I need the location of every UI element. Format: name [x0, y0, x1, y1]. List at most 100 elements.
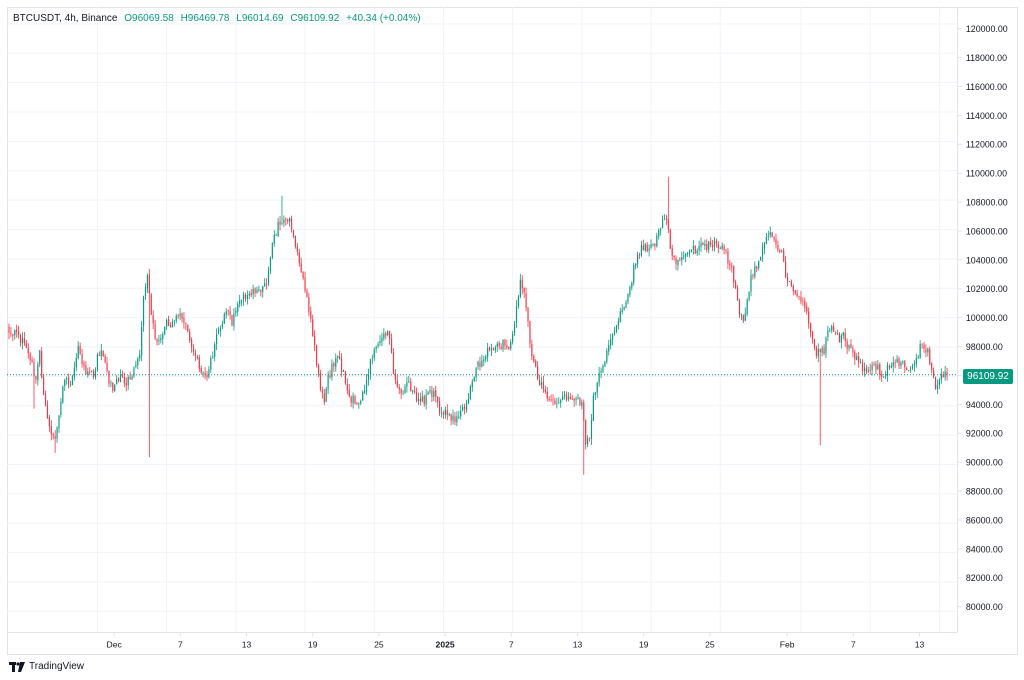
- candle-body: [285, 219, 287, 221]
- candle-body: [306, 290, 308, 297]
- candle-body: [583, 402, 585, 421]
- candle-body: [98, 355, 100, 356]
- candle-body: [798, 296, 800, 298]
- candle-body: [660, 228, 662, 231]
- candle-body: [713, 240, 716, 247]
- candle-body: [921, 343, 923, 345]
- candle-body: [800, 296, 802, 302]
- candle-body: [834, 331, 837, 333]
- candle-body: [600, 370, 602, 373]
- candle-body: [867, 370, 869, 372]
- candle-body: [836, 333, 839, 334]
- candle-body: [848, 344, 850, 349]
- candle-body: [681, 257, 683, 261]
- candle-body: [133, 367, 135, 376]
- candle-body: [54, 435, 56, 439]
- candle-body: [41, 351, 43, 378]
- candle-body: [765, 236, 767, 244]
- candle-body: [490, 348, 493, 351]
- candle-body: [448, 414, 450, 415]
- candle-body: [829, 330, 831, 332]
- candle-body: [833, 326, 835, 332]
- candle-body: [785, 261, 787, 277]
- candle-body: [381, 337, 383, 342]
- tradingview-logo[interactable]: TradingView: [9, 661, 84, 672]
- candle-body: [108, 371, 110, 384]
- horizontal-gridlines: [7, 23, 957, 612]
- candle-body: [944, 371, 946, 378]
- candle-body: [352, 395, 354, 404]
- candle-body: [392, 352, 395, 374]
- candle-body: [817, 348, 819, 357]
- candle-body: [29, 353, 31, 361]
- candle-body: [704, 243, 706, 246]
- candle-body: [241, 300, 243, 302]
- candle-body: [692, 246, 694, 250]
- candle-body: [902, 361, 904, 363]
- candle-body: [523, 287, 525, 293]
- candle-body: [369, 359, 371, 374]
- candle-body: [733, 265, 735, 283]
- candle-body: [502, 339, 504, 350]
- candle-body: [809, 322, 812, 333]
- candle-body: [877, 364, 879, 369]
- candle-body: [612, 334, 614, 340]
- candle-body: [214, 344, 216, 357]
- candle-body: [725, 250, 727, 252]
- candle-body: [131, 376, 133, 380]
- candle-body: [239, 300, 241, 305]
- candle-body: [202, 372, 204, 374]
- candle-body: [387, 331, 389, 336]
- time-tick-label: 13: [915, 639, 925, 649]
- candle-body: [314, 336, 316, 346]
- price-axis[interactable]: 80000.00 82000.00 84000.00 86000.00 88000.00…: [957, 7, 1018, 632]
- candle-body: [925, 349, 927, 353]
- candle-body: [546, 391, 548, 399]
- candle-body: [223, 313, 225, 324]
- candle-body: [711, 244, 714, 247]
- candle-body: [744, 313, 746, 321]
- candle-body: [646, 244, 648, 252]
- candle-body: [273, 234, 275, 244]
- candle-body: [12, 334, 14, 336]
- candle-body: [265, 283, 268, 285]
- candle-body: [18, 331, 20, 335]
- candle-body: [283, 219, 285, 224]
- candle-body: [302, 271, 304, 279]
- candle-body: [225, 311, 227, 315]
- price-chart-pane[interactable]: [7, 7, 957, 632]
- legend-symbol[interactable]: BTCUSDT, 4h, Binance: [13, 13, 118, 24]
- candle-body: [438, 401, 441, 414]
- candle-body: [129, 377, 131, 380]
- price-tick-label: 118000.00: [966, 53, 1007, 63]
- candle-body: [431, 390, 433, 397]
- candle-body: [204, 372, 206, 376]
- candle-body: [946, 371, 948, 375]
- candle-body: [858, 356, 860, 363]
- candle-body: [808, 311, 810, 324]
- candle-body: [667, 218, 669, 230]
- candle-body: [517, 296, 520, 307]
- candle-body: [881, 374, 883, 377]
- candle-body: [208, 369, 210, 378]
- candle-body: [748, 291, 750, 300]
- candle-body: [114, 384, 116, 392]
- candle-body: [694, 245, 696, 254]
- time-axis[interactable]: Dec 7 13 19 25 2025 7 13 19 25 Feb 7 13: [7, 632, 957, 655]
- candle-body: [454, 416, 456, 423]
- candle-body: [529, 321, 531, 344]
- candle-body: [119, 374, 122, 383]
- candle-body: [685, 253, 687, 257]
- candle-body: [100, 350, 102, 357]
- candle-body: [679, 259, 681, 261]
- candlestick-series: [8, 176, 948, 475]
- candle-body: [831, 326, 833, 331]
- candle-body: [736, 287, 739, 301]
- candle-body: [802, 301, 804, 302]
- candle-body: [16, 329, 18, 332]
- candle-body: [444, 409, 446, 416]
- candle-body: [319, 373, 322, 390]
- candle-body: [892, 362, 894, 367]
- candle-body: [144, 287, 147, 296]
- candle-body: [479, 362, 481, 367]
